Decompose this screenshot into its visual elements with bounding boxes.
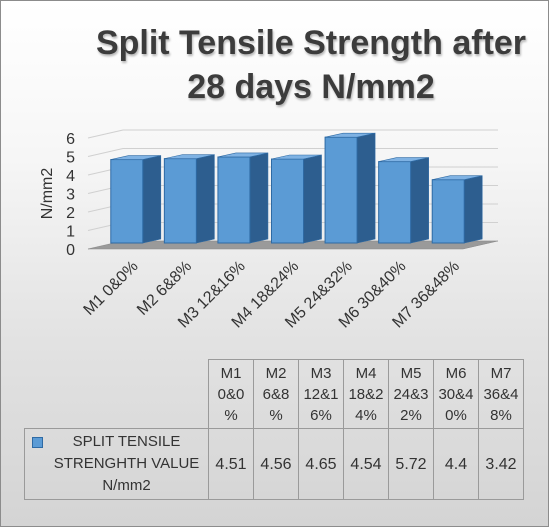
header-line: 36&4 [483,385,519,403]
bar-top [164,154,215,159]
bar-side [249,152,269,244]
bar [217,156,251,244]
bar-side [142,155,162,244]
header-line: 12&1 [303,385,339,403]
data-table-corner [25,360,209,429]
bar-side [463,175,483,244]
y-tick-label: 4 [66,168,75,185]
data-table-value: 3.42 [478,428,524,500]
chart-title-line-1: Split Tensile Strength after [95,24,527,62]
header-line: 8% [490,406,512,424]
data-table-header: M4 18&2 4% [343,359,389,429]
bar-top [325,132,376,138]
y-tick-label: 5 [66,150,75,167]
data-table-value: 4.51 [208,428,254,500]
data-table-value-row: SPLIT TENSILE STRENGHTH VALUE N/mm2 4.51… [24,428,524,500]
header-line: 6&8 [262,385,290,403]
y-tick-label: 0 [66,242,75,259]
data-table-header: M7 36&4 8% [478,359,524,429]
header-line: M5 [400,364,422,382]
data-table-header: M1 0&0% [208,359,254,429]
header-line: M2 [265,364,287,382]
header-line: % [269,406,283,424]
data-table-header: M5 24&3 2% [388,359,434,429]
bar [431,179,465,244]
bar [378,161,412,244]
chart-title-line-2: 28 days N/mm2 [187,68,435,106]
bar [271,158,304,244]
bar [110,159,144,244]
header-line: 6% [310,406,332,424]
bar-side [410,157,429,244]
header-line: M7 [490,364,512,382]
legend-key [32,437,43,448]
data-table-header: M3 12&1 6% [298,359,344,429]
header-line: 24&3 [393,385,429,403]
y-tick-label: 6 [66,131,75,148]
data-table-header: M6 30&4 0% [433,359,479,429]
y-tick-label: 1 [66,224,75,241]
bar-side [356,132,376,244]
header-line: 4% [355,406,377,424]
header-line: M3 [310,364,332,382]
data-table-value: 4.4 [433,428,479,500]
x-tick-label: M1 0&0% [81,258,142,319]
header-line: 0&0 [217,385,245,403]
data-table: M1 0&0% M2 6&8% M3 12&1 6% M4 18&2 4% M5 24&3 2%… [24,359,524,500]
bar-top [217,152,268,158]
data-table-value: 4.54 [343,428,389,500]
bar-top [378,157,429,162]
header-line: 18&2 [348,385,384,403]
chart-title: Split Tensile Strength after 28 days N/m… [41,21,548,109]
series-name-line: STRENGHTH VALUE [53,455,200,472]
data-table-header-row: M1 0&0% M2 6&8% M3 12&1 6% M4 18&2 4% M5 24&3 2%… [25,359,524,429]
bar-top [110,155,161,160]
header-line: % [224,406,238,424]
header-line: M6 [445,364,467,382]
header-line: M4 [355,364,377,382]
y-axis-label: N/mm2 [39,168,56,220]
gridline-side [87,148,124,157]
data-table-value: 4.56 [253,428,299,500]
gridline-side [87,129,124,139]
series-name-line: SPLIT TENSILE [72,433,181,450]
series-label-cell: SPLIT TENSILE STRENGHTH VALUE N/mm2 [24,428,209,500]
header-line: M1 [220,364,242,382]
bar [163,158,197,244]
header-line: 30&4 [438,385,474,403]
bar-side [303,154,322,244]
header-line: 2% [400,406,422,424]
bar-top [432,175,483,181]
y-tick-label: 2 [66,205,75,222]
series-name-line: N/mm2 [102,477,151,494]
bar-top [271,154,322,160]
data-table-header: M2 6&8% [253,359,299,429]
bar-side [196,154,215,244]
bar [324,136,358,244]
data-table-value: 5.72 [388,428,434,500]
data-table-value: 4.65 [298,428,344,500]
y-tick-label: 3 [66,187,75,204]
header-line: 0% [445,406,467,424]
